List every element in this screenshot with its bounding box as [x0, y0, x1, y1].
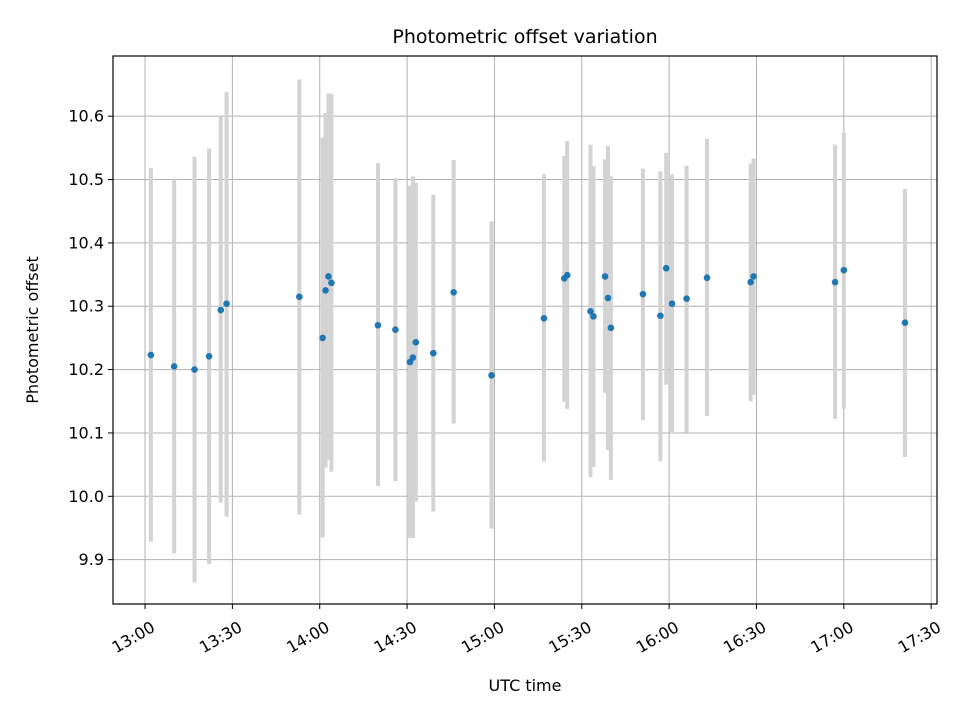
plot-frame: [112, 55, 938, 605]
data-point: [205, 352, 213, 360]
data-point: [703, 274, 711, 282]
data-point: [563, 271, 571, 279]
y-tick-label: 10.1: [68, 423, 104, 442]
y-tick-label: 9.9: [79, 550, 104, 569]
y-tick-label: 10.4: [68, 233, 104, 252]
y-axis-title: Photometric offset: [23, 256, 42, 404]
data-point: [639, 290, 647, 298]
data-point: [217, 306, 225, 314]
data-point: [540, 314, 548, 322]
data-point: [587, 308, 594, 315]
data-point: [170, 363, 178, 370]
data-point: [831, 278, 839, 286]
y-tick-label: 10.2: [68, 360, 104, 379]
data-point: [429, 349, 437, 357]
data-point: [392, 326, 399, 333]
data-point: [322, 287, 329, 294]
chart-title: Photometric offset variation: [392, 26, 657, 48]
data-point: [296, 293, 303, 301]
grid: [113, 56, 937, 604]
data-point: [683, 295, 690, 302]
data-point: [604, 294, 612, 302]
data-point: [191, 366, 198, 373]
y-tick-label: 10.5: [68, 170, 104, 189]
y-tick-label: 10.3: [68, 297, 104, 316]
data-point: [750, 273, 757, 280]
data-point: [412, 339, 420, 346]
data-points: [147, 264, 909, 379]
data-point: [840, 266, 848, 274]
data-point: [409, 354, 417, 361]
data-point: [901, 319, 909, 327]
x-axis-title: UTC time: [489, 676, 562, 695]
data-point: [747, 278, 754, 286]
y-tick-label: 10.6: [68, 107, 104, 126]
data-point: [590, 313, 597, 320]
data-point: [657, 312, 664, 320]
data-point: [601, 273, 609, 280]
data-point: [147, 351, 155, 359]
data-point: [668, 300, 676, 308]
data-point: [662, 264, 670, 272]
data-point: [328, 279, 335, 287]
data-point: [450, 289, 457, 296]
data-point: [319, 334, 326, 342]
data-point: [374, 321, 382, 329]
data-point: [223, 300, 230, 308]
data-point: [325, 273, 332, 280]
data-point: [488, 371, 495, 379]
data-point: [607, 324, 615, 332]
y-axis-ticks: 9.9 10.0 10.1 10.2 10.3 10.4 10.5 10.6: [68, 107, 113, 569]
y-tick-label: 10.0: [68, 487, 104, 506]
